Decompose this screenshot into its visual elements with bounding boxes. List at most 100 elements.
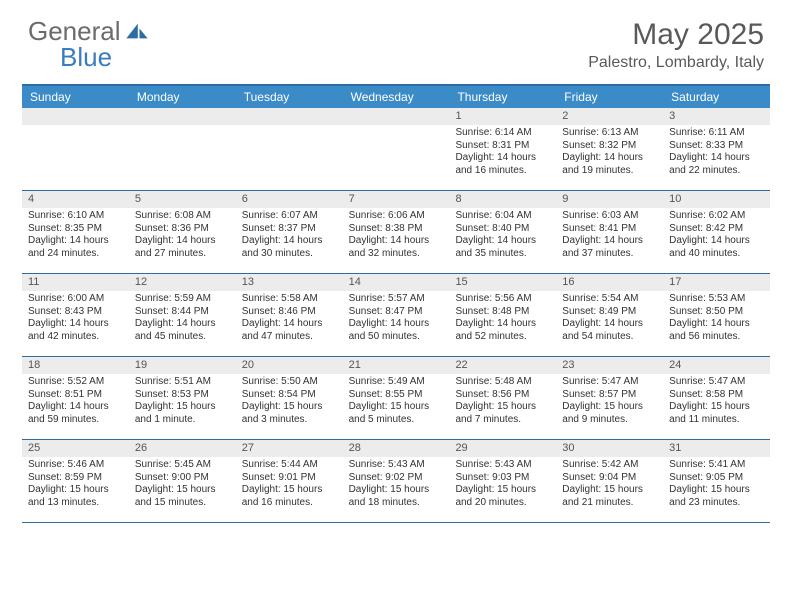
dow-monday: Monday [129, 86, 236, 108]
day-line: Daylight: 15 hours [455, 484, 550, 497]
day-cell [22, 108, 129, 190]
day-line: and 24 minutes. [28, 248, 123, 261]
day-line: Daylight: 14 hours [135, 318, 230, 331]
week-row: 18Sunrise: 5:52 AMSunset: 8:51 PMDayligh… [22, 357, 770, 440]
day-line: Sunset: 8:49 PM [562, 306, 657, 319]
day-line: Daylight: 14 hours [28, 318, 123, 331]
day-number: 5 [129, 191, 236, 208]
day-line: Sunrise: 6:08 AM [135, 210, 230, 223]
day-cell: 3Sunrise: 6:11 AMSunset: 8:33 PMDaylight… [663, 108, 770, 190]
day-number: 19 [129, 357, 236, 374]
day-line: Daylight: 15 hours [562, 401, 657, 414]
day-body: Sunrise: 6:06 AMSunset: 8:38 PMDaylight:… [343, 208, 450, 264]
day-line: and 37 minutes. [562, 248, 657, 261]
day-cell: 12Sunrise: 5:59 AMSunset: 8:44 PMDayligh… [129, 274, 236, 356]
dow-saturday: Saturday [663, 86, 770, 108]
day-cell: 4Sunrise: 6:10 AMSunset: 8:35 PMDaylight… [22, 191, 129, 273]
day-line: Daylight: 15 hours [562, 484, 657, 497]
day-line: Sunrise: 6:13 AM [562, 127, 657, 140]
day-number: 20 [236, 357, 343, 374]
day-line: Daylight: 14 hours [455, 152, 550, 165]
day-number: 14 [343, 274, 450, 291]
day-line: Sunrise: 5:47 AM [562, 376, 657, 389]
day-line: Daylight: 15 hours [135, 401, 230, 414]
day-line: Sunset: 8:35 PM [28, 223, 123, 236]
day-line: Sunrise: 6:06 AM [349, 210, 444, 223]
day-line: Sunset: 8:42 PM [669, 223, 764, 236]
day-number: 26 [129, 440, 236, 457]
day-line: Sunrise: 5:56 AM [455, 293, 550, 306]
day-line: and 3 minutes. [242, 414, 337, 427]
day-line: and 15 minutes. [135, 497, 230, 510]
day-body: Sunrise: 5:46 AMSunset: 8:59 PMDaylight:… [22, 457, 129, 513]
day-cell: 10Sunrise: 6:02 AMSunset: 8:42 PMDayligh… [663, 191, 770, 273]
day-body [343, 125, 450, 131]
day-line: and 50 minutes. [349, 331, 444, 344]
day-cell [343, 108, 450, 190]
day-line: and 54 minutes. [562, 331, 657, 344]
day-line: Sunrise: 5:47 AM [669, 376, 764, 389]
week-row: 25Sunrise: 5:46 AMSunset: 8:59 PMDayligh… [22, 440, 770, 523]
day-cell: 11Sunrise: 6:00 AMSunset: 8:43 PMDayligh… [22, 274, 129, 356]
day-line: Daylight: 15 hours [349, 401, 444, 414]
day-number: 27 [236, 440, 343, 457]
day-line: and 35 minutes. [455, 248, 550, 261]
day-cell: 7Sunrise: 6:06 AMSunset: 8:38 PMDaylight… [343, 191, 450, 273]
day-number [129, 108, 236, 125]
day-line: Sunrise: 5:54 AM [562, 293, 657, 306]
day-line: Sunrise: 5:50 AM [242, 376, 337, 389]
calendar: SundayMondayTuesdayWednesdayThursdayFrid… [22, 84, 770, 523]
day-cell: 20Sunrise: 5:50 AMSunset: 8:54 PMDayligh… [236, 357, 343, 439]
day-line: Sunset: 8:58 PM [669, 389, 764, 402]
day-line: and 13 minutes. [28, 497, 123, 510]
logo-text-blue: Blue [60, 42, 112, 72]
day-number: 13 [236, 274, 343, 291]
day-cell: 28Sunrise: 5:43 AMSunset: 9:02 PMDayligh… [343, 440, 450, 522]
location: Palestro, Lombardy, Italy [588, 54, 764, 72]
day-number: 24 [663, 357, 770, 374]
day-line: Daylight: 14 hours [562, 152, 657, 165]
week-row: 11Sunrise: 6:00 AMSunset: 8:43 PMDayligh… [22, 274, 770, 357]
day-line: Sunset: 8:59 PM [28, 472, 123, 485]
day-line: Daylight: 15 hours [455, 401, 550, 414]
day-number: 11 [22, 274, 129, 291]
day-line: Sunset: 8:54 PM [242, 389, 337, 402]
day-line: and 42 minutes. [28, 331, 123, 344]
day-line: Sunrise: 5:44 AM [242, 459, 337, 472]
day-number: 15 [449, 274, 556, 291]
day-line: Daylight: 14 hours [349, 235, 444, 248]
day-cell: 27Sunrise: 5:44 AMSunset: 9:01 PMDayligh… [236, 440, 343, 522]
day-line: and 52 minutes. [455, 331, 550, 344]
day-line: and 32 minutes. [349, 248, 444, 261]
day-line: and 18 minutes. [349, 497, 444, 510]
day-line: Sunrise: 6:02 AM [669, 210, 764, 223]
day-line: Sunrise: 5:49 AM [349, 376, 444, 389]
day-body: Sunrise: 5:57 AMSunset: 8:47 PMDaylight:… [343, 291, 450, 347]
day-line: Sunrise: 6:11 AM [669, 127, 764, 140]
day-body: Sunrise: 5:43 AMSunset: 9:03 PMDaylight:… [449, 457, 556, 513]
day-line: and 16 minutes. [242, 497, 337, 510]
day-line: Sunrise: 6:04 AM [455, 210, 550, 223]
day-body: Sunrise: 6:07 AMSunset: 8:37 PMDaylight:… [236, 208, 343, 264]
day-number: 25 [22, 440, 129, 457]
day-body: Sunrise: 5:41 AMSunset: 9:05 PMDaylight:… [663, 457, 770, 513]
logo: GeneralBlue [28, 18, 149, 70]
day-cell: 16Sunrise: 5:54 AMSunset: 8:49 PMDayligh… [556, 274, 663, 356]
day-line: Sunset: 8:57 PM [562, 389, 657, 402]
day-line: Sunset: 8:43 PM [28, 306, 123, 319]
day-number: 4 [22, 191, 129, 208]
day-line: Sunrise: 6:03 AM [562, 210, 657, 223]
day-number: 28 [343, 440, 450, 457]
day-line: and 30 minutes. [242, 248, 337, 261]
day-body: Sunrise: 5:47 AMSunset: 8:58 PMDaylight:… [663, 374, 770, 430]
day-line: Daylight: 14 hours [562, 235, 657, 248]
day-cell: 24Sunrise: 5:47 AMSunset: 8:58 PMDayligh… [663, 357, 770, 439]
day-body: Sunrise: 6:08 AMSunset: 8:36 PMDaylight:… [129, 208, 236, 264]
day-line: Sunrise: 5:43 AM [349, 459, 444, 472]
day-line: Sunrise: 6:14 AM [455, 127, 550, 140]
day-number: 17 [663, 274, 770, 291]
day-cell: 18Sunrise: 5:52 AMSunset: 8:51 PMDayligh… [22, 357, 129, 439]
day-line: Sunrise: 5:46 AM [28, 459, 123, 472]
day-number [343, 108, 450, 125]
day-line: Daylight: 15 hours [669, 401, 764, 414]
